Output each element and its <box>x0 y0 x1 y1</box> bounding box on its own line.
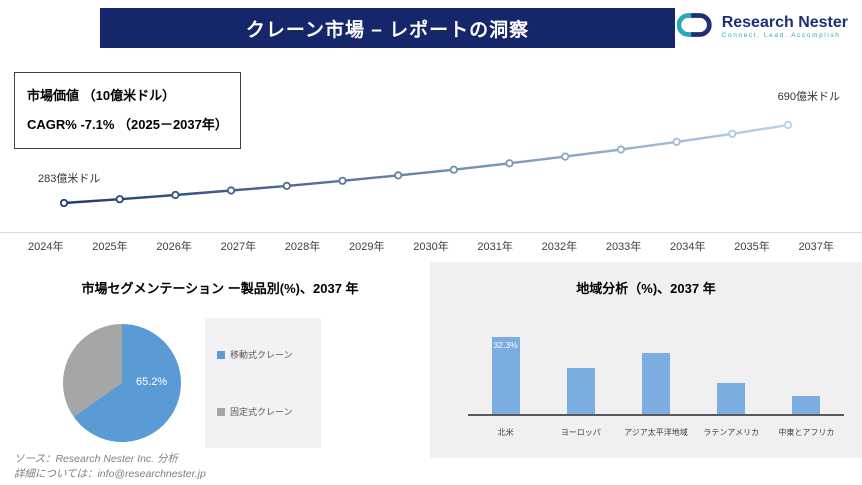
x-tick: 2034年 <box>670 241 706 253</box>
legend-label: 固定式クレーン <box>230 407 293 417</box>
bar-category-label: ラテンアメリカ <box>703 428 759 437</box>
start-value-label: 283億米ドル <box>38 173 101 185</box>
x-tick: 2037年 <box>798 241 834 253</box>
bar-middle-east-africa <box>792 396 821 414</box>
bar-north-america: 32.3% <box>491 336 520 414</box>
x-tick: 2029年 <box>349 241 385 253</box>
legend-item-fixed-crane: 固定式クレーン <box>217 405 321 418</box>
info-box: 市場価値 （10億米ドル） CAGR% -7.1% （2025－2037年） <box>14 72 241 150</box>
bar-category-label: 中東とアフリカ <box>778 428 835 437</box>
bar-category-label: ヨーロッパ <box>560 428 601 437</box>
logo-name: Research Nester <box>721 13 848 31</box>
bar-latin-america <box>717 383 746 414</box>
footer-details: 詳細については：info@researchnester.jp <box>14 468 206 481</box>
x-tick: 2033年 <box>605 241 642 253</box>
x-tick: 2031年 <box>477 241 513 253</box>
x-axis-ticks: 2024年 2025年 2026年 2027年 2028年 2029年 2030… <box>28 238 834 254</box>
x-axis-line <box>0 232 862 233</box>
bar-value-label: 32.3% <box>493 339 518 350</box>
header-bar: クレーン市場 – レポートの洞察 <box>100 8 675 48</box>
line-chart <box>0 70 862 240</box>
end-value-label: 690億米ドル <box>777 91 840 103</box>
legend-swatch-blue <box>217 350 225 359</box>
page-title: クレーン市場 – レポートの洞察 <box>245 19 530 41</box>
x-tick: 2024年 <box>28 241 64 253</box>
x-tick: 2027年 <box>220 241 257 253</box>
bar-asia-pacific <box>641 353 670 414</box>
bar-europe <box>566 368 595 414</box>
x-tick: 2028年 <box>284 241 321 253</box>
legend-swatch-gray <box>217 407 225 416</box>
research-nester-logo-icon <box>676 10 715 45</box>
bar-category-label: 北米 <box>497 428 514 437</box>
region-title: 地域分析（%)、2037 年 <box>576 281 716 296</box>
pie-value-label: 65.2% <box>136 376 168 388</box>
x-tick: 2032年 <box>541 241 578 253</box>
bar-category-label: アジア太平洋地域 <box>624 428 688 437</box>
market-value-label: 市場価値 （10億米ドル） <box>27 88 176 103</box>
logo-tagline: Connect. Lead. Accomplish <box>721 32 841 40</box>
x-tick: 2026年 <box>156 241 192 253</box>
pie-legend: 移動式クレーン 固定式クレーン <box>205 318 321 448</box>
region-panel: 地域分析（%)、2037 年 32.3% 北米 ヨーロッパ アジア太平洋地域 ラ… <box>430 262 862 458</box>
bar-chart: 32.3% <box>468 317 844 416</box>
bar-category-labels: 北米 ヨーロッパ アジア太平洋地域 ラテンアメリカ 中東とアフリカ <box>468 427 844 438</box>
legend-label: 移動式クレーン <box>230 350 293 360</box>
x-tick: 2035年 <box>734 241 770 253</box>
pie-chart <box>63 324 181 442</box>
footer-source: ソース：Research Nester Inc. 分析 <box>14 453 179 465</box>
legend-item-mobile-crane: 移動式クレーン <box>217 348 321 361</box>
x-tick: 2030年 <box>413 241 449 253</box>
x-tick: 2025年 <box>92 241 128 253</box>
logo: Research Nester Connect. Lead. Accomplis… <box>676 10 848 45</box>
pie-section-title: 市場セグメンテーション ー製品別(%)、2037 年 <box>81 281 359 296</box>
footer: ソース：Research Nester Inc. 分析 詳細については：info… <box>14 452 206 482</box>
cagr-label: CAGR% -7.1% （2025－2037年） <box>27 116 228 132</box>
